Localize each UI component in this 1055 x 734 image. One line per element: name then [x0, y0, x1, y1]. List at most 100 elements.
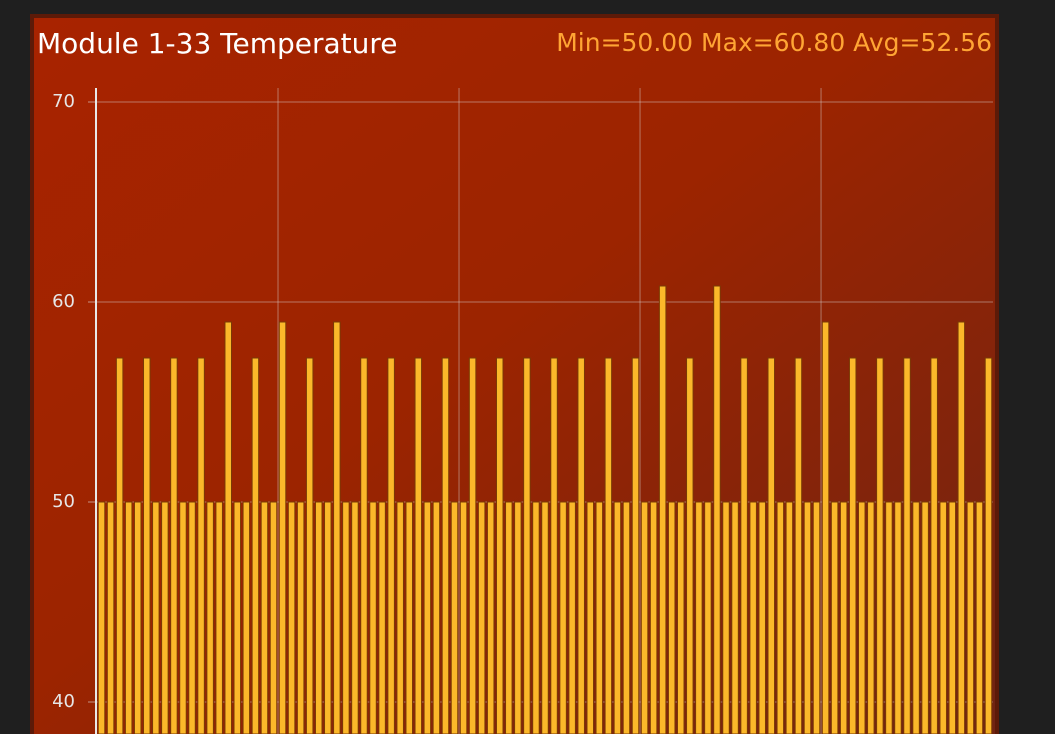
bar [423, 501, 432, 734]
bar [640, 501, 649, 734]
bar [731, 501, 739, 734]
bar [468, 357, 477, 734]
bar [324, 501, 332, 734]
bar [314, 501, 323, 734]
bar [396, 501, 404, 734]
bar [206, 501, 214, 734]
bar [450, 501, 459, 734]
y-tick-label: 40 [52, 691, 75, 712]
bar [486, 501, 495, 734]
bar [613, 501, 622, 734]
bar [686, 357, 694, 734]
chart-title: Module 1-33 Temperature [37, 27, 398, 60]
bar [957, 321, 966, 734]
bar [722, 501, 730, 734]
bar [495, 357, 504, 734]
bar [188, 501, 196, 734]
bar [360, 357, 368, 734]
bar [152, 501, 160, 734]
y-tick-label: 50 [52, 491, 75, 512]
bar [378, 501, 386, 734]
bar [170, 357, 178, 734]
bar [839, 501, 848, 734]
bar [133, 501, 142, 734]
bar [695, 501, 703, 734]
bar [251, 357, 260, 734]
bar [387, 357, 395, 734]
bar [622, 501, 631, 734]
y-tick-label: 70 [52, 91, 75, 112]
bar [658, 285, 667, 734]
bar [803, 501, 812, 734]
bar [106, 501, 115, 734]
bar [477, 501, 486, 734]
bar [858, 501, 866, 734]
bar [966, 501, 975, 734]
bar [305, 357, 314, 734]
bar [586, 501, 595, 734]
bar [505, 501, 513, 734]
bar [242, 501, 251, 734]
bar [867, 501, 875, 734]
bar [595, 501, 604, 734]
bar [749, 501, 757, 734]
bar [215, 501, 223, 734]
bar [459, 501, 468, 734]
bar [821, 321, 830, 734]
bar [930, 357, 938, 734]
bar [830, 501, 839, 734]
bar [740, 357, 748, 734]
bar [278, 321, 287, 734]
bar [568, 501, 576, 734]
bar [296, 501, 305, 734]
bar [523, 357, 531, 734]
bar [921, 501, 929, 734]
bar [794, 357, 803, 734]
bar [179, 501, 187, 734]
bar [161, 501, 169, 734]
bar [532, 501, 540, 734]
bar [713, 285, 721, 734]
bar [785, 501, 794, 734]
bar [676, 501, 685, 734]
bar [550, 357, 558, 734]
bar [649, 501, 658, 734]
bar [894, 501, 902, 734]
bar [342, 501, 350, 734]
bar [269, 501, 278, 734]
bar [541, 501, 549, 734]
bar [197, 357, 205, 734]
bar [115, 357, 124, 734]
bar [260, 501, 269, 734]
bar [631, 357, 640, 734]
bar [984, 357, 993, 734]
bar [776, 501, 785, 734]
bar [514, 501, 522, 734]
bar [432, 501, 441, 734]
bar [124, 501, 133, 734]
bar [233, 501, 242, 734]
bar [876, 357, 884, 734]
bar [848, 357, 857, 734]
bar [414, 357, 423, 734]
bar [143, 357, 151, 734]
bar [667, 501, 676, 734]
bar [903, 357, 911, 734]
bar [224, 321, 232, 734]
bar [333, 321, 341, 734]
bar [885, 501, 893, 734]
bar [441, 357, 450, 734]
bar [351, 501, 359, 734]
bar [767, 357, 776, 734]
bar [704, 501, 712, 734]
bar [912, 501, 920, 734]
bar [939, 501, 947, 734]
bar [369, 501, 377, 734]
bar [758, 501, 766, 734]
bar [604, 357, 613, 734]
bar [287, 501, 296, 734]
y-tick-label: 60 [52, 291, 75, 312]
bar [975, 501, 984, 734]
bar [559, 501, 567, 734]
